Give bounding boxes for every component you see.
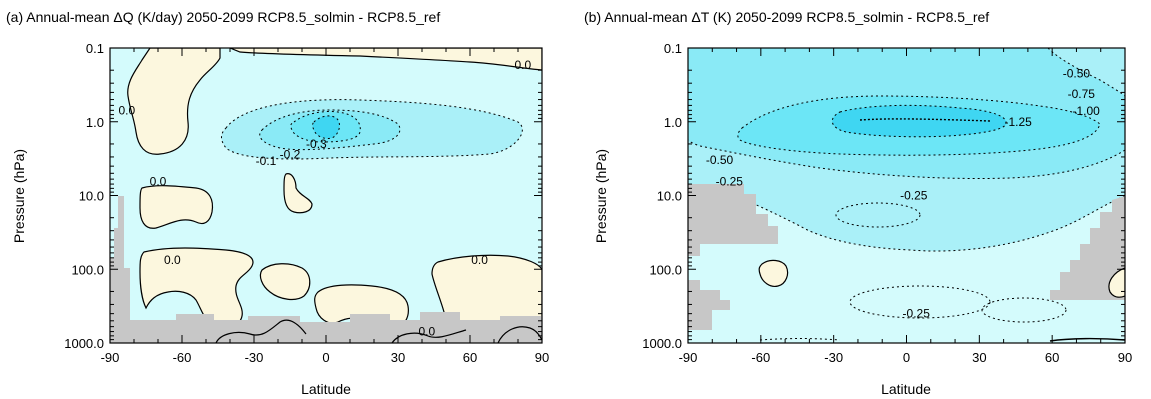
panel-b-contour-label: -0.25 bbox=[716, 175, 744, 189]
panel-a: (a) Annual-mean ΔQ (K/day) 2050-2099 RCP… bbox=[6, 9, 549, 397]
panel-a-contour-label: 0.0 bbox=[514, 58, 531, 72]
panel-b-x-tick-label: -90 bbox=[679, 350, 698, 365]
panel-a-contour-label-text: -0.2 bbox=[280, 148, 301, 162]
panel-a-contour-label: 0.0 bbox=[164, 253, 181, 267]
panel-b-field bbox=[688, 48, 1125, 343]
panel-a-y-tick-label: 1.0 bbox=[86, 115, 104, 130]
panel-b-contour-label-text: -0.75 bbox=[1068, 87, 1096, 101]
panel-b-x-tick-label: -60 bbox=[751, 350, 770, 365]
panel-b-closed-contour bbox=[849, 285, 991, 319]
panel-b-x-tick-label: 0 bbox=[903, 350, 910, 365]
panel-b-closed-contour bbox=[835, 202, 921, 228]
panel-b-surface-contour bbox=[759, 338, 841, 341]
panel-a-contour-label-text: 0.0 bbox=[150, 175, 167, 189]
panel-a-y-axis-label: Pressure (hPa) bbox=[11, 149, 27, 243]
panel-b-contour-label-text: -0.25 bbox=[900, 189, 928, 203]
panel-a-contour-label-text: 0.0 bbox=[471, 253, 488, 267]
panel-a-title: (a) Annual-mean ΔQ (K/day) 2050-2099 RCP… bbox=[6, 9, 440, 25]
panel-b-contour-label-text: -0.50 bbox=[706, 153, 734, 167]
panel-a-contour-label: -0.2 bbox=[280, 148, 301, 162]
panel-b-contour-label: -0.50 bbox=[706, 153, 734, 167]
panel-a-contour-label: 0.0 bbox=[418, 325, 435, 339]
panel-a-positive-region bbox=[259, 263, 311, 301]
panel-a-contour-label: -0.3 bbox=[306, 137, 327, 151]
panel-b-positive-region bbox=[758, 259, 789, 287]
panel-a-contour-label-text: 0.0 bbox=[418, 325, 435, 339]
panel-a-y-tick-label: 0.1 bbox=[86, 41, 104, 56]
panel-a-contour-label: 0.0 bbox=[118, 103, 135, 117]
panel-b-x-tick-label: 30 bbox=[972, 350, 986, 365]
panel-a-contour-label-text: 0.0 bbox=[118, 103, 135, 117]
panel-b-negative-core bbox=[831, 104, 1007, 138]
panel-a-y-tick-label: 100.0 bbox=[71, 262, 104, 277]
panel-b-contour-label: -0.75 bbox=[1068, 87, 1096, 101]
panel-b-positive-region bbox=[1108, 267, 1125, 298]
panel-b-missing-region bbox=[688, 184, 778, 256]
panel-b-title: (b) Annual-mean ΔT (K) 2050-2099 RCP8.5_… bbox=[584, 9, 989, 25]
panel-b-contour-label: -1.00 bbox=[1072, 104, 1100, 118]
panel-b-x-tick-label: -30 bbox=[824, 350, 843, 365]
panel-b-y-tick-label: 1.0 bbox=[664, 115, 682, 130]
panel-a-contour-label-text: -0.1 bbox=[256, 154, 277, 168]
panel-b-contour-label-text: -0.25 bbox=[716, 175, 744, 189]
panel-a-positive-region bbox=[127, 48, 221, 155]
panel-a-x-tick-label: 60 bbox=[463, 350, 477, 365]
panel-b-contour-label-text: -1.25 bbox=[1004, 115, 1032, 129]
panel-a-field bbox=[110, 48, 542, 343]
panel-b-contour-label: -0.25 bbox=[903, 307, 931, 321]
panel-b-y-tick-label: 1000.0 bbox=[642, 336, 682, 351]
panel-b-contour-label-text: -1.00 bbox=[1072, 104, 1100, 118]
panel-a-contour-labels: 0.0 0.0 -0.1 -0.2 -0.3 0.0 0.0 0.0 0.0 bbox=[118, 58, 531, 339]
panel-a-ticks: -90 -60 -30 0 30 60 90 0.1 1.0 10.0 100.0 1000.0 bbox=[64, 41, 549, 365]
panel-a-x-tick-label: -90 bbox=[101, 350, 120, 365]
panel-b-ticks: -90 -60 -30 0 30 60 90 0.1 1.0 10.0 100.0 1000.0 bbox=[642, 41, 1132, 365]
panel-a-x-axis-label: Latitude bbox=[301, 381, 351, 397]
panel-b-y-tick-label: 0.1 bbox=[664, 41, 682, 56]
panel-a-missing-region bbox=[110, 196, 542, 343]
panel-b-contour-label: -0.50 bbox=[1063, 66, 1091, 80]
panel-b-x-axis-label: Latitude bbox=[881, 381, 931, 397]
panel-a-x-tick-label: -30 bbox=[245, 350, 264, 365]
panel-a-x-tick-label: 30 bbox=[391, 350, 405, 365]
panel-b-contour-labels: -0.50 -0.75 -1.00 -1.25 -0.50 -0.25 -0.25 -0.25 bbox=[706, 66, 1100, 321]
panel-a-contour-label: 0.0 bbox=[471, 253, 488, 267]
panel-a-positive-region bbox=[283, 173, 313, 214]
panel-b-x-tick-label: 90 bbox=[1118, 350, 1132, 365]
panel-b-closed-contour bbox=[981, 297, 1067, 323]
panel-b-missing-region bbox=[688, 280, 730, 330]
panel-a-contour-label: -0.1 bbox=[256, 154, 277, 168]
panel-b-y-tick-label: 10.0 bbox=[657, 189, 682, 204]
panel-b-x-tick-label: 60 bbox=[1045, 350, 1059, 365]
panel-b-y-axis-label: Pressure (hPa) bbox=[593, 149, 609, 243]
panel-a-contour-label-text: 0.0 bbox=[164, 253, 181, 267]
panel-b-contour-label-text: -0.50 bbox=[1063, 66, 1091, 80]
panel-a-positive-region bbox=[139, 185, 214, 229]
panel-b-missing-region bbox=[1050, 196, 1125, 300]
panel-a-x-tick-label: -60 bbox=[173, 350, 192, 365]
panel-a-contour-label-text: -0.3 bbox=[306, 137, 327, 151]
panel-b-surface-contour bbox=[1049, 337, 1125, 342]
panel-b-contour-label: -1.25 bbox=[1004, 115, 1032, 129]
panel-a-x-tick-label: 0 bbox=[322, 350, 329, 365]
panel-a-negative-core bbox=[312, 115, 340, 139]
panel-a-positive-region bbox=[229, 48, 542, 71]
panel-b-contour-label: -0.25 bbox=[900, 189, 928, 203]
panel-a-x-tick-label: 90 bbox=[535, 350, 549, 365]
panel-a-contour-label-text: 0.0 bbox=[514, 58, 531, 72]
panel-b: (b) Annual-mean ΔT (K) 2050-2099 RCP8.5_… bbox=[584, 9, 1132, 397]
panel-b-contour-label-text: -0.25 bbox=[903, 307, 931, 321]
panel-b-y-tick-label: 100.0 bbox=[649, 262, 682, 277]
panel-a-y-tick-label: 10.0 bbox=[79, 189, 104, 204]
panel-a-y-tick-label: 1000.0 bbox=[64, 336, 104, 351]
panel-b-strongest-line bbox=[859, 118, 991, 122]
panel-a-contour-label: 0.0 bbox=[150, 175, 167, 189]
